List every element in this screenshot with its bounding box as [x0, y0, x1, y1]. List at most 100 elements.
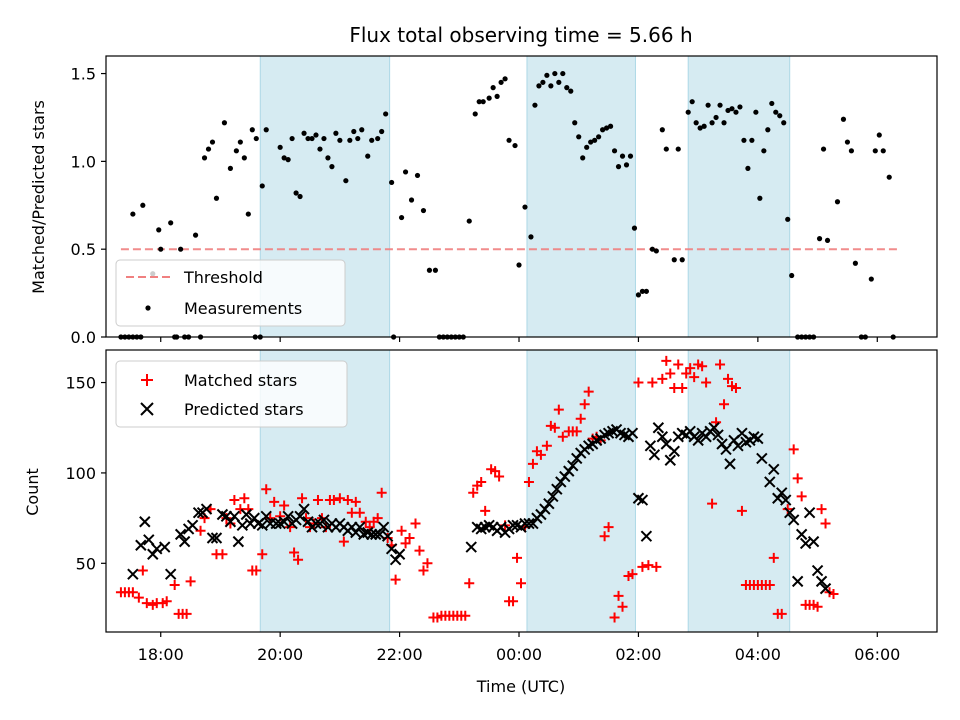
data-point [724, 458, 736, 470]
data-point [675, 146, 681, 152]
data-point [777, 113, 783, 119]
data-point [210, 532, 223, 544]
data-point [709, 120, 715, 126]
data-point [343, 178, 349, 184]
data-point [768, 552, 779, 563]
data-point [745, 165, 751, 171]
top-y-axis-label: Matched/Predicted stars [29, 100, 48, 294]
data-point [164, 568, 177, 580]
data-point [648, 449, 661, 461]
data-point [201, 155, 208, 161]
x-tick-label: 02:00 [615, 645, 661, 664]
data-point [792, 473, 803, 484]
data-point [617, 601, 628, 612]
data-point [523, 517, 535, 530]
data-point [596, 134, 602, 140]
data-point [400, 538, 411, 549]
data-point [844, 139, 851, 145]
data-point [615, 164, 622, 170]
data-point [245, 211, 251, 217]
data-point [156, 227, 162, 233]
series-1 [118, 70, 896, 340]
data-point [717, 102, 723, 108]
data-point [516, 578, 527, 589]
data-point [627, 153, 634, 159]
legend: Matched stars Predicted stars [115, 360, 348, 428]
data-point [139, 516, 151, 528]
data-point [390, 574, 401, 585]
data-point [147, 548, 159, 560]
data-point [664, 454, 676, 466]
data-point [195, 525, 206, 536]
data-point [354, 521, 366, 533]
data-point [535, 508, 547, 521]
data-point [788, 444, 799, 455]
data-point [305, 135, 311, 142]
data-point [508, 596, 519, 607]
data-point [819, 582, 832, 595]
axes-frame [105, 349, 938, 633]
data-point [310, 517, 322, 530]
data-point [389, 179, 395, 186]
data-point [240, 508, 253, 521]
data-point [233, 148, 239, 154]
data-point [564, 85, 570, 91]
data-point [541, 440, 552, 451]
data-point [472, 111, 478, 117]
data-point [619, 153, 626, 159]
data-point [309, 135, 315, 142]
data-point [753, 109, 759, 115]
data-point [333, 130, 339, 136]
data-point [803, 506, 816, 519]
data-point [868, 276, 874, 282]
data-point [297, 493, 308, 504]
data-point [643, 288, 649, 294]
data-point [665, 368, 676, 379]
data-point [627, 569, 638, 580]
legend-matched-swatch [141, 374, 153, 386]
data-point [549, 422, 560, 433]
data-point [643, 560, 654, 571]
data-point [281, 155, 287, 161]
data-point [498, 79, 504, 85]
data-point [580, 155, 586, 161]
data-point [603, 522, 614, 533]
data-point [656, 431, 669, 443]
data-point [716, 438, 728, 450]
data-point [677, 382, 688, 393]
data-point [253, 135, 259, 142]
data-point [600, 127, 606, 133]
data-point [689, 372, 700, 383]
data-point [721, 120, 727, 126]
data-point [277, 144, 283, 150]
data-point [178, 535, 191, 548]
data-point [592, 137, 598, 143]
data-point [720, 443, 732, 456]
data-point [552, 70, 558, 77]
data-point [556, 79, 562, 85]
data-point [301, 130, 307, 136]
data-point [685, 109, 691, 115]
data-point [269, 496, 280, 507]
data-point [317, 146, 323, 152]
legend-box [115, 360, 348, 428]
data-point [543, 497, 555, 510]
data-point [773, 109, 779, 115]
data-point [776, 487, 788, 499]
data-point [355, 135, 361, 142]
data-point [422, 558, 433, 569]
data-point [639, 288, 646, 294]
data-point [527, 458, 538, 469]
data-point [289, 135, 295, 142]
shaded-interval [687, 349, 791, 633]
data-point [700, 431, 712, 443]
data-point [789, 272, 795, 279]
data-point [649, 246, 655, 252]
data-point [389, 553, 402, 566]
data-point [705, 102, 711, 108]
data-point [563, 465, 575, 477]
legend-predicted-swatch [140, 402, 154, 416]
y-tick-label: 0.0 [71, 328, 96, 347]
x-axis-label: Time (UTC) [476, 677, 565, 696]
